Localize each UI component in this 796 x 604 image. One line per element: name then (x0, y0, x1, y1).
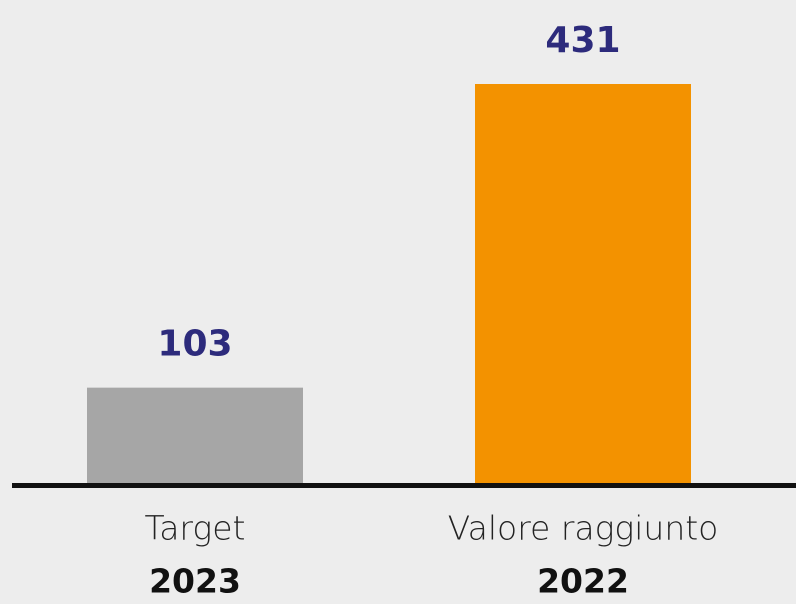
bar (475, 84, 691, 483)
category-sublabel: 2022 (537, 562, 629, 601)
baseline (12, 483, 796, 488)
category-label: Target (145, 509, 246, 548)
bar (87, 387, 303, 483)
category-label: Valore raggiunto (448, 509, 719, 548)
value-label: 103 (157, 324, 232, 365)
value-label: 431 (545, 20, 620, 61)
category-sublabel: 2023 (149, 562, 241, 601)
